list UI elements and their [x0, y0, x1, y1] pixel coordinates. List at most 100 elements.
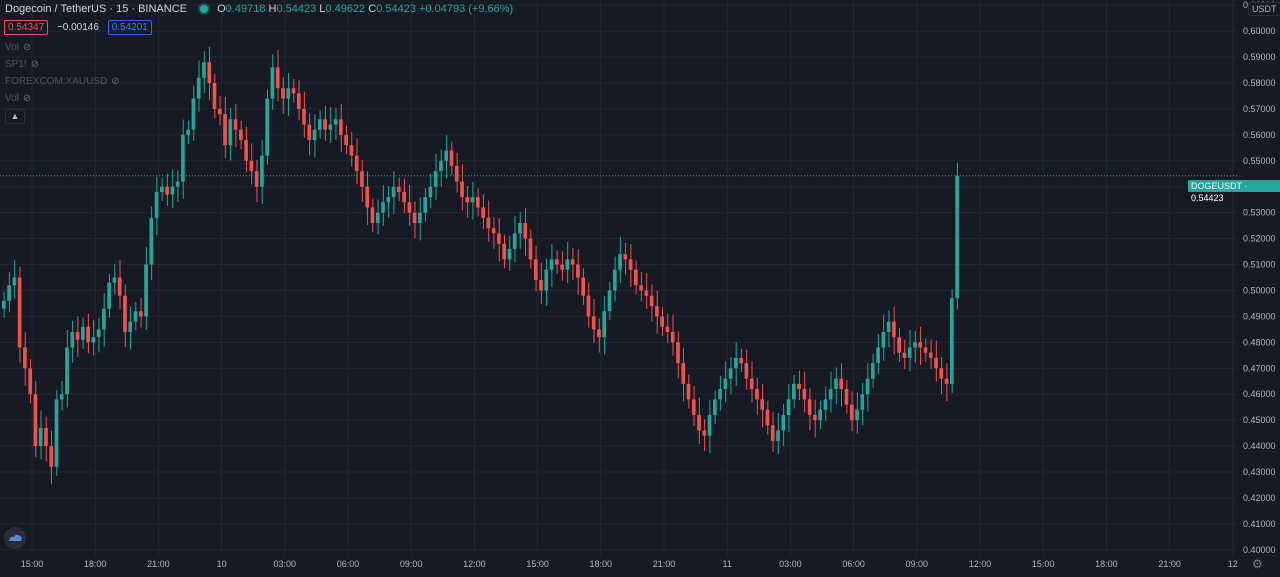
candle-body: [454, 165, 459, 182]
candle-body: [286, 88, 291, 99]
change-value: +0.04793 (+9.66%): [419, 3, 514, 15]
candle-body: [391, 186, 396, 198]
candle-body: [165, 186, 169, 195]
open-value: 0.49718: [225, 3, 266, 15]
candle-body: [776, 430, 780, 441]
candle-body: [17, 277, 22, 348]
time-tick-label: 21:00: [147, 559, 170, 569]
candle-body: [239, 129, 243, 141]
price-tick-label: 0.60000: [1243, 26, 1276, 36]
price-tick-label: 0.45000: [1243, 415, 1276, 425]
candle-body: [191, 98, 196, 130]
candle-body: [138, 311, 143, 317]
candle-body: [439, 160, 443, 172]
candle-body: [955, 175, 959, 299]
candle-body: [665, 326, 670, 332]
candle-body: [544, 269, 549, 291]
candle-body: [339, 119, 343, 135]
symbol-legend: Dogecoin / TetherUS · 15 · BINANCE O0.49…: [5, 3, 514, 15]
candle-body: [123, 295, 127, 332]
candle-body: [186, 129, 190, 135]
candle-body: [549, 259, 554, 270]
candle-body: [449, 150, 454, 166]
price-tick-label: 0.49000: [1243, 311, 1276, 321]
symbol-title[interactable]: Dogecoin / TetherUS · 15 · BINANCE: [5, 3, 187, 15]
candle-body: [702, 430, 707, 436]
eye-hidden-icon[interactable]: ⊘: [22, 42, 32, 53]
price-tick-label: 0.51000: [1243, 260, 1276, 270]
candle-body: [217, 108, 222, 115]
indicator-vol-2[interactable]: Vol ⊘: [5, 93, 32, 104]
high-value: 0.54423: [276, 3, 317, 15]
buy-button[interactable]: 0.54201: [107, 20, 152, 35]
candle-body: [154, 191, 159, 218]
candle-body: [950, 298, 954, 384]
candle-body: [755, 389, 759, 400]
market-status-icon: [200, 5, 209, 14]
candle-body: [728, 368, 733, 379]
candle-body: [328, 124, 333, 130]
time-tick-label: 03:00: [274, 559, 297, 569]
candle-body: [349, 145, 354, 156]
time-tick-label: 03:00: [779, 559, 802, 569]
time-tick-label: 09:00: [400, 559, 423, 569]
candle-body: [360, 171, 364, 187]
tradingview-logo-icon[interactable]: [4, 527, 26, 549]
indicator-xauusd[interactable]: FOREXCOM:XAUUSD ⊘: [5, 76, 120, 87]
collapse-legend-button[interactable]: ▲: [5, 109, 25, 124]
time-tick-label: 11: [723, 559, 732, 569]
sell-button[interactable]: 0.54347: [4, 20, 49, 35]
eye-hidden-icon[interactable]: ⊘: [30, 59, 40, 70]
indicator-sp1[interactable]: SP1! ⊘: [5, 59, 40, 70]
candle-body: [323, 119, 327, 130]
candle-body: [718, 389, 722, 400]
trade-buttons: 0.54347 −0.00146 0.54201: [4, 20, 152, 35]
candle-body: [433, 171, 438, 187]
candle-body: [533, 259, 538, 281]
candle-body: [597, 329, 601, 338]
candle-body: [623, 254, 628, 260]
candle-body: [28, 368, 32, 395]
candle-body: [823, 399, 828, 410]
candle-body: [307, 124, 312, 141]
candle-body: [928, 352, 933, 358]
price-tick-label: 0.43000: [1243, 467, 1276, 477]
candle-body: [228, 119, 233, 146]
candle-body: [865, 378, 870, 395]
eye-hidden-icon[interactable]: ⊘: [111, 76, 120, 87]
close-value: 0.54423: [376, 3, 416, 15]
candle-body: [302, 108, 306, 125]
candle-body: [839, 378, 844, 390]
price-axis-background: [1237, 0, 1280, 577]
candle-body: [481, 207, 485, 218]
candle-body: [707, 414, 712, 436]
price-tick-label: 0.47000: [1243, 363, 1276, 373]
eye-hidden-icon[interactable]: ⊘: [22, 93, 32, 104]
candle-body: [365, 186, 370, 208]
candle-body: [518, 223, 522, 234]
time-tick-label: 12:00: [969, 559, 992, 569]
candle-body: [54, 399, 59, 467]
candle-body: [539, 280, 543, 291]
candle-body: [676, 342, 680, 364]
candle-body: [212, 82, 217, 109]
candle-body: [397, 186, 401, 192]
indicator-vol[interactable]: Vol ⊘: [5, 42, 32, 53]
candle-body: [144, 264, 148, 317]
candle-body: [38, 427, 43, 447]
candle-body: [44, 427, 48, 447]
time-tick-label: 12:00: [463, 559, 486, 569]
candle-body: [523, 223, 528, 239]
candle-body: [502, 243, 506, 260]
candle-body: [291, 88, 296, 94]
gear-icon[interactable]: ⚙: [1252, 557, 1263, 571]
candle-body: [296, 93, 301, 109]
candle-body: [465, 197, 470, 203]
candle-body: [12, 277, 17, 286]
time-axis: 15:00 18:00 21:00 10 03:00 06:00 09:00 12:00 15:…: [21, 559, 1238, 569]
candle-body: [923, 347, 928, 353]
currency-label[interactable]: USDT: [1248, 2, 1280, 16]
candle-body: [902, 352, 907, 358]
candle-body: [607, 290, 612, 312]
